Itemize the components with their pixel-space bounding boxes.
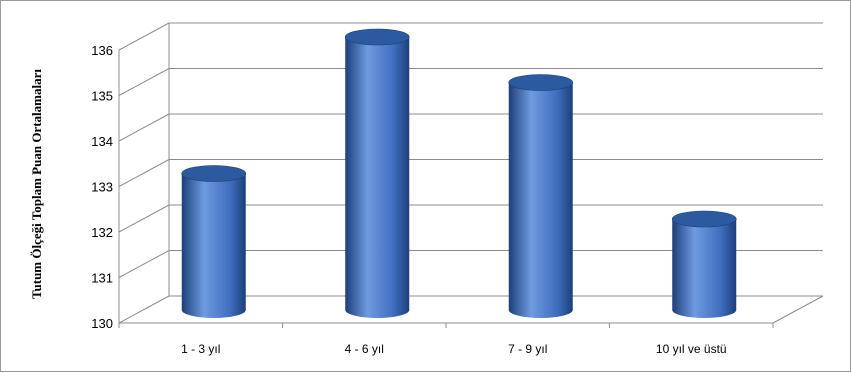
x-tick-label: 1 - 3 yıl <box>181 342 220 356</box>
grid-layer <box>118 22 824 328</box>
x-tick-labels: 1 - 3 yıl 4 - 6 yıl 7 - 9 yıl 10 yıl ve üst… <box>181 342 727 356</box>
bar <box>671 210 737 318</box>
bar-body <box>345 37 410 318</box>
floor-edge <box>772 295 824 324</box>
bar-body <box>672 219 737 318</box>
bar-body <box>181 173 246 318</box>
x-tick-label: 7 - 9 yıl <box>508 342 547 356</box>
gridline-side <box>118 250 170 278</box>
gridline-side <box>118 68 170 96</box>
bar <box>508 74 574 318</box>
bar-top <box>671 210 737 228</box>
y-tick-label: 135 <box>91 89 113 104</box>
bar-top <box>508 74 574 91</box>
y-tick-label: 131 <box>91 271 113 286</box>
y-tick-label: 130 <box>91 316 113 331</box>
gridline-side <box>118 22 170 51</box>
gridline-side <box>118 113 170 142</box>
bar-top <box>344 28 410 46</box>
bar-top <box>181 165 247 182</box>
y-tick-label: 132 <box>91 225 113 240</box>
y-tick-label: 133 <box>91 180 113 195</box>
gridline-side <box>118 295 170 324</box>
y-tick-label: 136 <box>91 43 113 58</box>
bar-body <box>508 82 573 318</box>
gridline-side <box>118 204 170 233</box>
y-tick-labels: 130 131 132 133 134 135 136 <box>91 43 113 331</box>
x-tick-label: 10 yıl ve üstü <box>656 342 727 356</box>
gridline-side <box>118 159 170 187</box>
y-axis-title: Tutum Ölçeği Toplam Puan Ortalamaları <box>29 69 44 299</box>
bar-layer <box>181 28 737 318</box>
bar <box>181 165 247 318</box>
bar <box>344 28 410 318</box>
x-tick-label: 4 - 6 yıl <box>345 342 384 356</box>
y-tick-label: 134 <box>91 134 113 149</box>
